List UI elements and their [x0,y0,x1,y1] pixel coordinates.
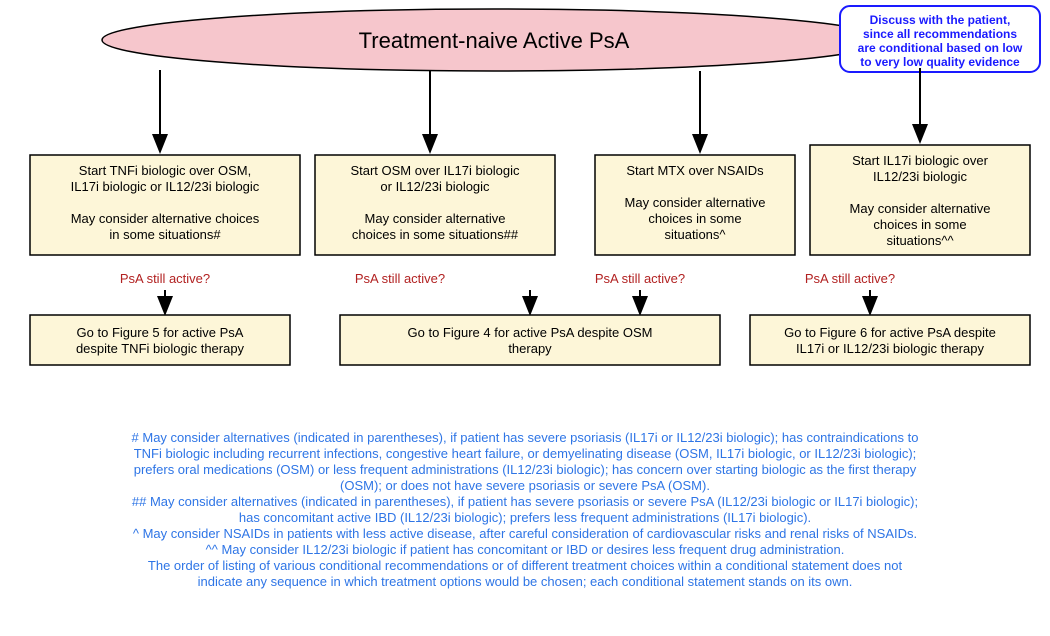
question-1: PsA still active? [355,271,445,286]
outcome-text-out3: Go to Figure 6 for active PsA despiteIL1… [784,325,996,356]
outcome-box-out3 [750,315,1030,365]
flowchart-diagram: Treatment-naive Active PsA Discuss with t… [0,0,1050,636]
outcome-box-out1 [30,315,290,365]
callout-text: Discuss with the patient,since all recom… [858,13,1023,69]
title-text: Treatment-naive Active PsA [359,28,630,53]
outcome-text-out1: Go to Figure 5 for active PsAdespite TNF… [76,325,245,356]
question-3: PsA still active? [805,271,895,286]
footnotes-text: # May consider alternatives (indicated i… [132,430,919,589]
question-2: PsA still active? [595,271,685,286]
outcome-box-out2 [340,315,720,365]
question-0: PsA still active? [120,271,210,286]
